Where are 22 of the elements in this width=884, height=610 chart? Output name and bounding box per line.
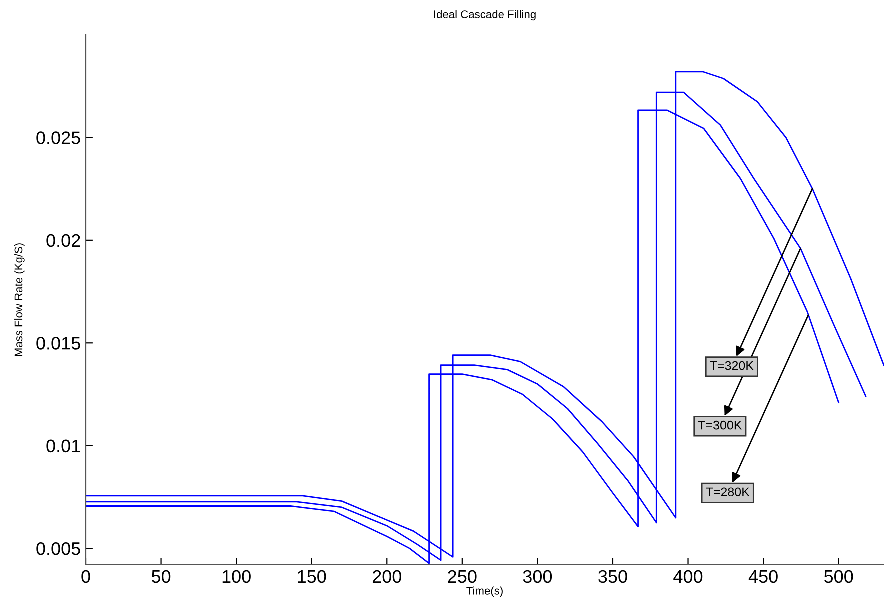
x-tick-label: 300 (523, 570, 552, 584)
y-axis-title: Mass Flow Rate (Kg/S) (14, 244, 25, 356)
x-tick-label: 450 (748, 570, 778, 584)
x-tick-label: 50 (152, 570, 171, 584)
annotation: T=280K (706, 488, 750, 497)
annotation: T=300K (698, 420, 742, 430)
x-tick-label: 500 (824, 570, 854, 584)
x-tick-label: 350 (598, 570, 628, 584)
x-tick-label: 100 (222, 570, 251, 584)
y-tick-label: 0.01 (46, 440, 80, 453)
y-tick-label: 0.02 (46, 234, 80, 248)
x-tick-label: 250 (448, 570, 477, 584)
x-axis-title: Time(s) (466, 586, 503, 598)
x-tick-label: 400 (674, 570, 703, 584)
annotation: T=320K (710, 361, 754, 370)
y-tick-label: 0.015 (36, 337, 80, 350)
y-tick-label: 0.025 (36, 132, 80, 144)
x-tick-label: 0 (82, 570, 90, 584)
x-tick-label: 200 (372, 570, 402, 584)
y-tick-label: 0.005 (36, 542, 80, 556)
x-tick-label: 150 (298, 570, 326, 584)
chart-title: Ideal Cascade Filling (434, 10, 536, 21)
